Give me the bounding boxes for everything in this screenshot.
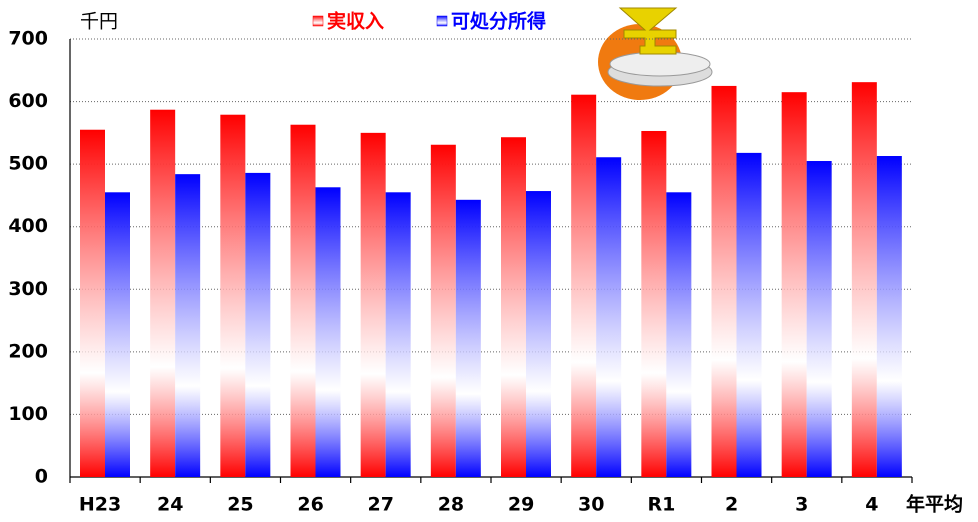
y-tick-label: 600 (8, 90, 48, 112)
x-tick-label: 4 (865, 494, 878, 516)
bar (150, 110, 175, 477)
bar (737, 153, 762, 477)
bar (666, 192, 691, 477)
bar (501, 137, 526, 477)
bar (596, 157, 621, 477)
bar (361, 133, 386, 477)
y-tick-label: 700 (8, 28, 48, 50)
y-tick-label: 0 (35, 466, 48, 488)
x-tick-label: 25 (227, 494, 253, 516)
bar (291, 125, 316, 477)
x-axis-label: 年平均 (906, 493, 963, 516)
x-tick-label: H23 (79, 494, 121, 516)
bar (526, 191, 551, 477)
x-tick-label: 2 (725, 494, 738, 516)
x-tick-label: 24 (157, 494, 183, 516)
bar (245, 173, 270, 477)
y-unit-label: 千円 (80, 11, 118, 33)
legend-label: 可処分所得 (451, 10, 546, 33)
bar (877, 156, 902, 477)
bar (807, 161, 832, 477)
bar (80, 130, 105, 477)
x-tick-label: 3 (795, 494, 808, 516)
bar (431, 145, 456, 477)
y-tick-label: 200 (8, 340, 48, 362)
bar (782, 92, 807, 477)
chart: 千円 年平均 0100200300400500600700H2324252627… (0, 0, 978, 522)
bar (456, 200, 481, 477)
bar (386, 192, 411, 477)
bar (220, 115, 245, 477)
legend-swatch (313, 16, 323, 26)
y-tick-label: 500 (8, 153, 48, 175)
legend-label: 実収入 (327, 10, 384, 33)
bar (175, 174, 200, 477)
bar (316, 187, 341, 477)
bar (105, 192, 130, 477)
bar (571, 95, 596, 477)
x-tick-label: 28 (438, 494, 464, 516)
x-tick-label: 30 (578, 494, 604, 516)
x-tick-label: 26 (297, 494, 323, 516)
x-tick-label: 29 (508, 494, 534, 516)
bar (712, 86, 737, 477)
bar (641, 131, 666, 477)
x-tick-label: R1 (647, 494, 675, 516)
x-tick-label: 27 (368, 494, 394, 516)
legend-swatch (437, 16, 447, 26)
y-tick-label: 300 (8, 278, 48, 300)
bar (852, 82, 877, 477)
yen-icon (598, 8, 712, 100)
y-tick-label: 400 (8, 215, 48, 237)
y-tick-label: 100 (8, 403, 48, 425)
